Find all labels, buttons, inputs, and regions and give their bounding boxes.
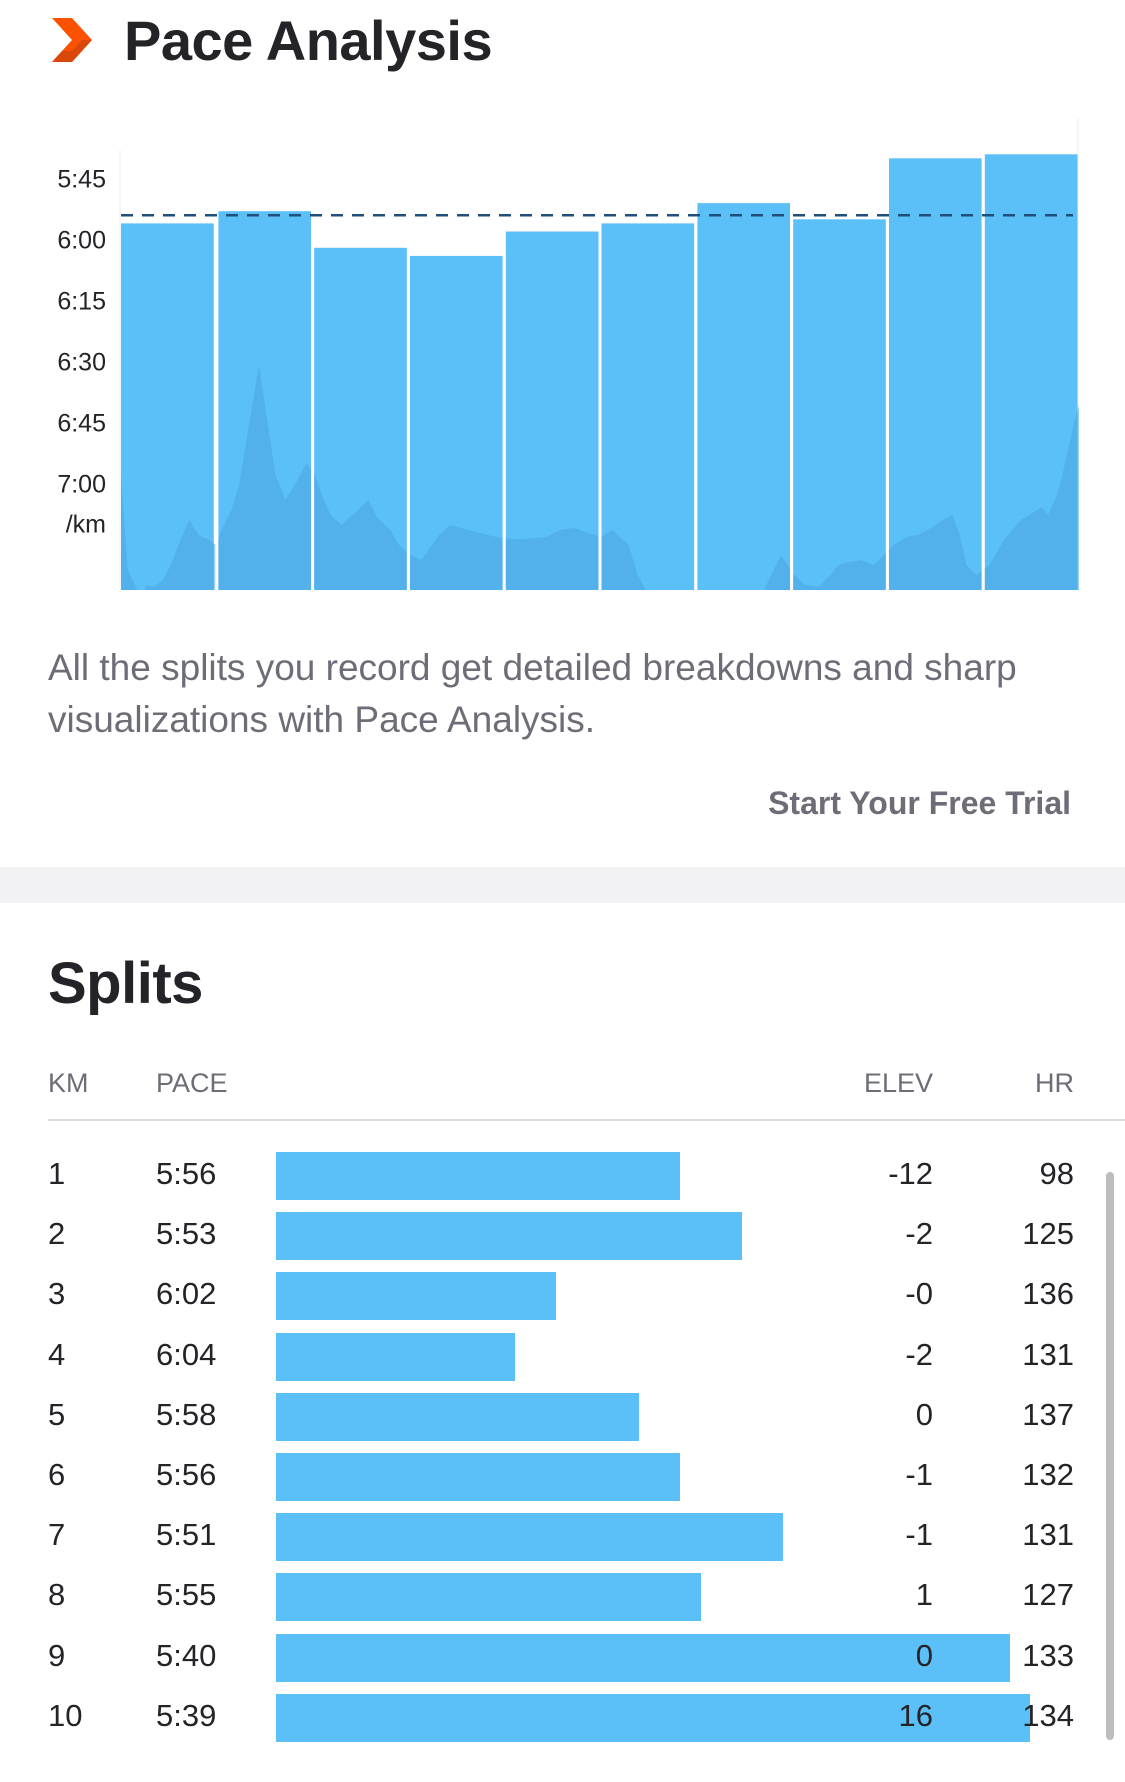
split-pace-bar [276, 1573, 701, 1622]
y-tick-label: 6:15 [57, 288, 106, 316]
table-row: 7 5:51 -1 131 [0, 1513, 1125, 1562]
split-elev: 16 [898, 1697, 933, 1733]
split-pace: 5:55 [156, 1577, 217, 1613]
split-pace-bar [276, 1453, 680, 1501]
promo-description: All the splits you record get detailed b… [48, 647, 1017, 740]
split-km: 9 [48, 1637, 66, 1673]
split-pace: 5:40 [156, 1637, 217, 1673]
pace-bar [697, 203, 791, 590]
scrollbar[interactable] [1106, 1172, 1114, 1740]
table-row: 5 5:58 0 137 [0, 1392, 1125, 1441]
splits-title: Splits [48, 951, 203, 1016]
split-elev: 1 [915, 1577, 933, 1613]
column-header-elev: ELEV [863, 1068, 933, 1098]
column-header-pace: PACE [156, 1068, 228, 1098]
pace-analysis-header: Pace Analysis [50, 0, 493, 80]
column-header-hr: HR [1035, 1068, 1074, 1098]
table-row: 8 5:55 1 127 [0, 1573, 1125, 1622]
split-hr: 131 [1022, 1336, 1074, 1372]
split-km: 3 [48, 1276, 66, 1312]
split-hr: 125 [1022, 1216, 1074, 1252]
column-header-km: KM [48, 1068, 89, 1098]
pace-chart: 5:45 6:00 6:15 6:30 6:45 7:00/km [57, 110, 1079, 590]
pace-bar [601, 223, 695, 590]
table-row: 9 5:40 0 133 [0, 1633, 1125, 1682]
split-elev: 0 [915, 1637, 933, 1673]
header-divider [48, 1119, 1125, 1121]
split-pace-bar [276, 1272, 556, 1321]
split-km: 2 [48, 1216, 66, 1252]
start-free-trial-button[interactable]: Start Your Free Trial [768, 785, 1071, 821]
y-axis-unit-label: /km [66, 511, 106, 539]
split-elev: -0 [905, 1276, 933, 1312]
split-hr: 134 [1022, 1697, 1074, 1733]
split-km: 6 [48, 1457, 66, 1492]
split-pace: 5:56 [156, 1156, 217, 1191]
split-elev: -2 [905, 1336, 933, 1372]
split-elev: -1 [905, 1517, 933, 1553]
split-hr: 137 [1022, 1396, 1074, 1432]
y-tick-label: 6:45 [57, 410, 106, 438]
split-pace: 5:53 [156, 1216, 217, 1252]
split-km: 5 [48, 1396, 66, 1432]
split-pace-bar [276, 1513, 783, 1562]
split-hr: 127 [1022, 1577, 1074, 1613]
table-row: 2 5:53 -2 125 [0, 1212, 1125, 1261]
split-pace-bar [276, 1633, 1010, 1682]
split-km: 1 [48, 1156, 66, 1191]
pace-bar [793, 219, 886, 590]
pace-bar [121, 223, 214, 590]
y-tick-label: 7:00 [57, 471, 106, 499]
page-title: Pace Analysis [124, 8, 493, 72]
split-pace-bar [276, 1212, 742, 1261]
y-tick-label: 5:45 [57, 166, 106, 194]
split-hr: 133 [1022, 1637, 1074, 1673]
split-pace-bar [276, 1392, 639, 1441]
table-row: 10 5:39 16 134 [0, 1693, 1125, 1742]
split-hr: 136 [1022, 1276, 1074, 1312]
chevron-right-icon [52, 18, 92, 62]
split-pace: 5:51 [156, 1517, 217, 1553]
split-km: 7 [48, 1517, 66, 1553]
split-elev: 0 [915, 1396, 933, 1432]
split-pace: 6:02 [156, 1276, 217, 1312]
split-pace: 5:56 [156, 1457, 217, 1492]
split-pace-bar [276, 1693, 1030, 1742]
y-tick-label: 6:30 [57, 349, 106, 377]
split-hr: 131 [1022, 1517, 1074, 1553]
split-elev: -2 [905, 1216, 933, 1252]
pace-overlay-area [121, 365, 1079, 590]
table-row: 1 5:56 -12 98 [0, 1152, 1125, 1200]
split-hr: 98 [1039, 1156, 1074, 1191]
y-tick-label: 6:00 [57, 227, 106, 255]
split-pace: 5:39 [156, 1697, 217, 1733]
table-row: 3 6:02 -0 136 [0, 1272, 1125, 1321]
split-km: 8 [48, 1577, 66, 1613]
split-pace-bar [276, 1332, 515, 1381]
table-row: 6 5:56 -1 132 [0, 1453, 1125, 1501]
split-elev: -1 [905, 1457, 933, 1492]
split-km: 4 [48, 1336, 66, 1372]
pace-bar [505, 231, 599, 590]
split-pace: 6:04 [156, 1336, 217, 1372]
table-row: 4 6:04 -2 131 [0, 1332, 1125, 1381]
split-km: 10 [48, 1697, 83, 1733]
pace-bar [888, 158, 982, 590]
split-pace-bar [276, 1152, 680, 1200]
split-elev: -12 [888, 1156, 933, 1191]
split-pace: 5:58 [156, 1396, 217, 1432]
split-hr: 132 [1022, 1457, 1074, 1492]
section-divider [0, 867, 1125, 903]
